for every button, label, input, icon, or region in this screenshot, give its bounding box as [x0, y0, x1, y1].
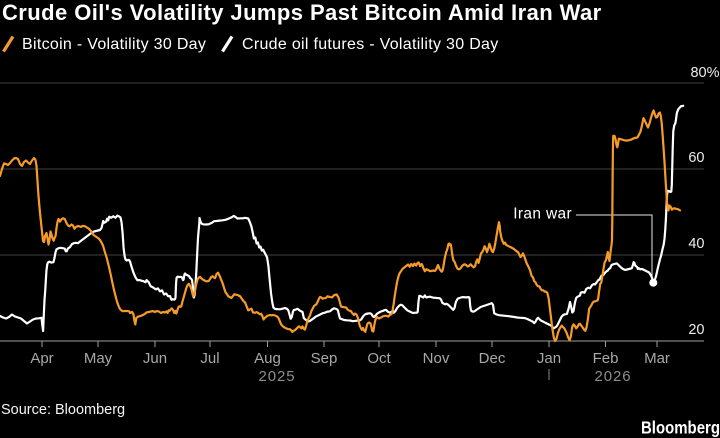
svg-text:Source: Bloomberg: Source: Bloomberg — [1, 402, 125, 418]
svg-text:40: 40 — [688, 236, 704, 252]
svg-text:Bloomberg: Bloomberg — [641, 418, 720, 438]
svg-text:Apr: Apr — [30, 350, 53, 367]
svg-text:Bitcoin - Volatility 30 Day: Bitcoin - Volatility 30 Day — [22, 36, 206, 53]
svg-text:80%: 80% — [690, 65, 719, 81]
svg-text:Crude Oil's Volatility Jumps P: Crude Oil's Volatility Jumps Past Bitcoi… — [2, 0, 602, 25]
svg-text:Sep: Sep — [311, 350, 338, 367]
svg-text:20: 20 — [688, 322, 704, 338]
svg-text:Aug: Aug — [254, 350, 281, 367]
svg-text:Mar: Mar — [644, 350, 670, 367]
svg-text:Jul: Jul — [200, 350, 219, 367]
svg-text:60: 60 — [688, 150, 704, 166]
svg-text:Nov: Nov — [423, 350, 450, 367]
svg-text:Jun: Jun — [143, 350, 167, 367]
svg-text:2025: 2025 — [259, 368, 296, 385]
svg-text:Oct: Oct — [367, 350, 391, 367]
svg-text:Feb: Feb — [593, 350, 619, 367]
svg-text:May: May — [84, 350, 113, 367]
svg-text:2026: 2026 — [595, 368, 632, 385]
svg-text:Crude oil futures - Volatility: Crude oil futures - Volatility 30 Day — [242, 36, 499, 53]
svg-text:Jan: Jan — [537, 350, 561, 367]
svg-text:Iran war: Iran war — [513, 206, 572, 223]
svg-text:Dec: Dec — [479, 350, 506, 367]
